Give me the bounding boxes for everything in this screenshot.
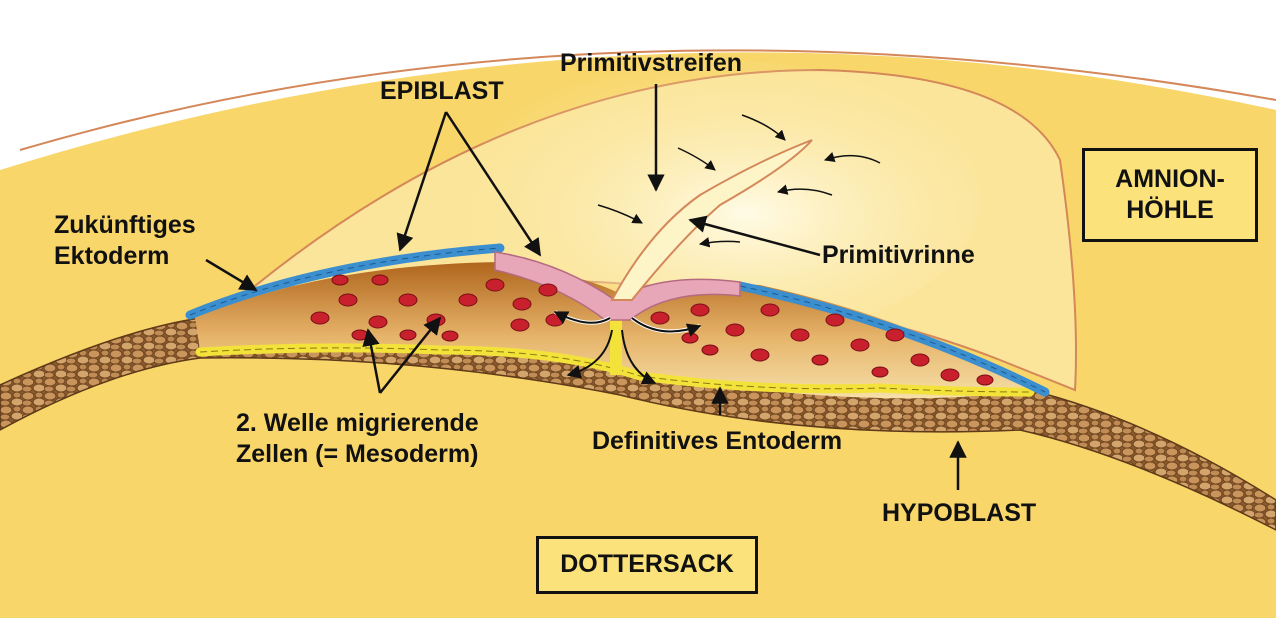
label-definitives-entoderm: Definitives Entoderm <box>592 427 843 455</box>
label-primitivrinne: Primitivrinne <box>822 241 975 269</box>
migration-arrow-left <box>553 311 611 324</box>
label-epiblast: EPIBLAST <box>380 77 504 105</box>
entoderm-arrow-left <box>566 329 613 379</box>
ektoderm-line-2: Ektoderm <box>54 242 170 271</box>
label-hypoblast: HYPOBLAST <box>882 499 1037 527</box>
label-primitivstreifen: Primitivstreifen <box>560 49 743 77</box>
label-zukuenftiges-ektoderm: Zukünftiges Ektoderm <box>54 210 196 273</box>
label-pointers <box>205 84 967 490</box>
label-mesoderm: 2. Welle migrierende Zellen (= Mesoderm) <box>236 408 479 471</box>
mesoderm-line-1: 2. Welle migrierende <box>236 409 479 437</box>
ektoderm-line-1: Zukünftiges <box>54 211 196 239</box>
entoderm-arrow-right <box>621 329 657 385</box>
amnion-line-1: AMNION- <box>1115 164 1225 193</box>
inflow-arrows <box>597 114 881 248</box>
label-dottersack: DOTTERSACK <box>536 536 758 594</box>
epiblast-streak-cells <box>494 251 741 321</box>
entoderm-cell-lines <box>199 347 1031 393</box>
mesoderm-line-2: Zellen (= Mesoderm) <box>236 440 479 469</box>
migration-arrow-right <box>631 317 702 337</box>
outer-membrane <box>19 49 1276 151</box>
ectoderm-left-cells <box>189 247 501 316</box>
primitive-streak <box>610 139 813 301</box>
amnion-line-2: HÖHLE <box>1126 196 1214 224</box>
label-amnion-hoehle: AMNION- HÖHLE <box>1082 148 1258 242</box>
